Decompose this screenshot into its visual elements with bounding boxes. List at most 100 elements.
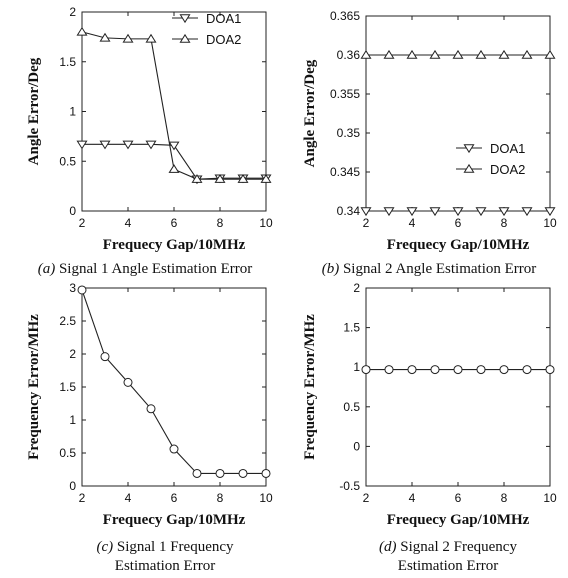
y-tick-label: 0.34: [337, 204, 361, 218]
data-point: [384, 365, 394, 375]
legend-label: DOA1: [206, 11, 241, 26]
chart-c: 2 4 6 8 10 0 0.5 1 1.5 2 2.5 3 Frequecy Gap/10MHz Fre…: [26, 281, 273, 528]
plot-frame-d: [365, 287, 551, 487]
caption-b: (b) Signal 2 Angle Estimation Error: [290, 260, 568, 279]
data-point: [498, 207, 510, 217]
legend-marker: [179, 33, 191, 43]
y-axis-title: Angle Error/Deg: [302, 59, 318, 167]
data-point: [215, 468, 225, 478]
data-point: [76, 140, 88, 150]
y-tick-label: 0.365: [330, 9, 360, 23]
y-tick-label: 0: [353, 439, 360, 453]
y-tick-label: 0.36: [337, 48, 361, 62]
legend-label: DOA2: [490, 162, 525, 177]
x-tick-label: 8: [501, 491, 508, 505]
caption-a-label: (a): [37, 261, 56, 277]
x-tick-label: 8: [501, 216, 508, 230]
caption-c-line2: Estimation Error: [114, 558, 216, 574]
x-axis-title: Frequecy Gap/10MHz: [103, 237, 246, 253]
y-tick-label: 1: [69, 413, 76, 427]
series-line: [81, 31, 266, 180]
legend-marker: [463, 144, 475, 154]
data-point: [430, 365, 440, 375]
data-point: [360, 49, 372, 59]
data-point: [192, 468, 202, 478]
legend-b: DOA1 DOA2: [456, 141, 525, 177]
y-tick-label: 0: [69, 479, 76, 493]
y-tick-label: 0.35: [337, 126, 361, 140]
data-point: [260, 174, 272, 183]
caption-c-label: (c): [96, 539, 114, 555]
data-point: [475, 49, 487, 59]
legend-label: DOA2: [206, 32, 241, 47]
y-tick-label: 0.355: [330, 87, 360, 101]
x-tick-label: 4: [409, 216, 416, 230]
x-axis-title: Frequecy Gap/10MHz: [387, 237, 530, 253]
caption-a-text: Signal 1 Angle Estimation Error: [58, 261, 253, 277]
data-point: [237, 174, 249, 183]
data-point: [261, 468, 271, 478]
data-point: [521, 207, 533, 217]
x-axis-title: Frequecy Gap/10MHz: [103, 512, 246, 528]
data-point: [522, 365, 532, 375]
data-point: [383, 49, 395, 59]
data-point: [122, 33, 134, 43]
y-tick-label: 0: [69, 204, 76, 218]
series-line-c: [77, 285, 271, 478]
y-tick-label: 2: [69, 347, 76, 361]
data-point: [214, 174, 226, 183]
legend-marker: [463, 163, 475, 173]
caption-c: (c) Signal 1 Frequency Estimation Error: [40, 538, 290, 576]
data-point: [521, 49, 533, 59]
data-point: [361, 365, 371, 375]
y-tick-label: 1: [353, 360, 360, 374]
data-point: [100, 352, 110, 362]
x-tick-label: 10: [259, 216, 273, 230]
data-point: [168, 141, 180, 151]
x-tick-label: 8: [217, 216, 224, 230]
y-tick-label: 2: [353, 281, 360, 295]
caption-d: (d) Signal 2 Frequency Estimation Error: [328, 538, 568, 576]
x-tick-label: 4: [125, 216, 132, 230]
data-point: [191, 174, 203, 183]
data-point: [122, 140, 134, 150]
x-tick-label: 2: [79, 216, 86, 230]
chart-a: 2 4 6 8 10 0 0.5 1 1.5 2 Frequecy Gap/10MHz Angle E…: [26, 5, 273, 253]
plot-frame-b: [365, 15, 551, 212]
x-tick-label: 6: [455, 491, 462, 505]
data-point: [452, 49, 464, 59]
y-axis-title: Angle Error/Deg: [26, 57, 42, 165]
x-tick-label: 4: [409, 491, 416, 505]
data-point: [545, 365, 555, 375]
data-point: [169, 444, 179, 454]
y-axis-title: Frequency Error/MHz: [302, 314, 318, 460]
data-point: [99, 140, 111, 150]
caption-a: (a) Signal 1 Angle Estimation Error: [0, 260, 290, 279]
caption-b-text: Signal 2 Angle Estimation Error: [342, 261, 537, 277]
data-point: [453, 365, 463, 375]
y-tick-label: 1.5: [59, 55, 76, 69]
x-axis-title: Frequecy Gap/10MHz: [387, 512, 530, 528]
y-tick-label: 1.5: [59, 380, 76, 394]
data-point: [544, 49, 556, 59]
caption-c-line1: Signal 1 Frequency: [116, 539, 234, 555]
data-point: [406, 207, 418, 217]
series-doa1-b: [360, 207, 556, 217]
chart-d: 2 4 6 8 10 -0.5 0 0.5 1 1.5 2 Frequecy Gap/10MHz Fre…: [302, 281, 557, 528]
y-tick-label: 3: [69, 281, 76, 295]
series-line-d: [361, 365, 555, 375]
data-point: [407, 365, 417, 375]
data-point: [544, 207, 556, 217]
y-tick-label: 1.5: [343, 321, 360, 335]
x-tick-label: 4: [125, 491, 132, 505]
x-tick-label: 6: [171, 216, 178, 230]
y-tick-label: 2.5: [59, 314, 76, 328]
x-tick-label: 2: [363, 491, 370, 505]
x-tick-label: 10: [543, 491, 557, 505]
x-tick-label: 6: [171, 491, 178, 505]
data-point: [406, 49, 418, 59]
data-point: [360, 207, 372, 217]
x-tick-label: 10: [259, 491, 273, 505]
